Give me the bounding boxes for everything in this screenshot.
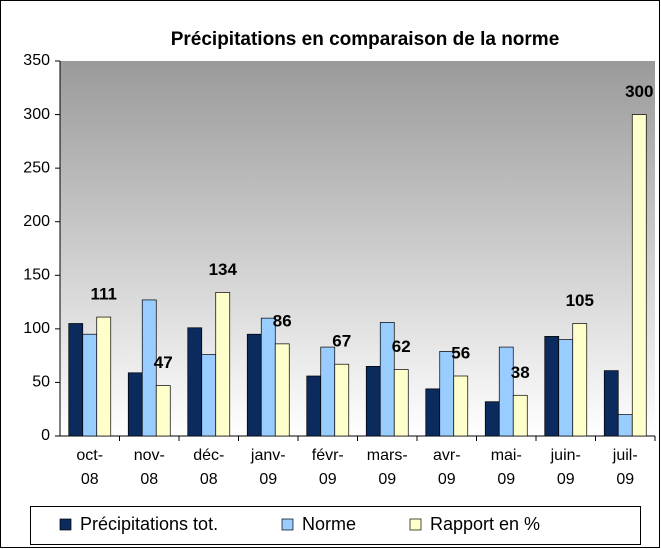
chart-title: Précipitations en comparaison de la norm…: [171, 29, 560, 50]
y-tick-label: 150: [23, 267, 50, 284]
y-tick-label: 100: [23, 320, 50, 337]
bar: [127, 372, 143, 437]
x-tick-label: juil-09: [612, 447, 638, 488]
legend-swatch: [59, 518, 72, 531]
bar: [246, 333, 262, 437]
x-tick-label: mars-09: [367, 447, 408, 488]
x-tick-label: avr-09: [433, 447, 461, 488]
x-tick-label: févr-09: [312, 447, 344, 488]
bar: [617, 414, 633, 437]
data-label: 67: [332, 332, 351, 351]
data-label: 56: [451, 343, 470, 362]
bar: [365, 366, 381, 437]
bar: [68, 323, 84, 437]
bar: [425, 388, 441, 437]
y-tick-label: 300: [23, 106, 50, 123]
x-tick-label: nov-08: [134, 447, 165, 488]
y-tick-label: 0: [41, 427, 50, 444]
data-label: 300: [625, 82, 653, 101]
y-tick-label: 350: [23, 52, 50, 69]
x-tick-label: oct-08: [76, 447, 103, 488]
legend-swatch: [281, 518, 294, 531]
bar: [141, 299, 157, 437]
bar: [260, 317, 276, 437]
bar: [439, 351, 455, 437]
bar: [484, 401, 500, 437]
x-tick-label: mai-09: [491, 447, 522, 488]
data-label: 105: [566, 291, 594, 310]
data-label: 86: [273, 311, 292, 330]
legend-swatch: [409, 518, 422, 531]
bar: [603, 370, 619, 437]
bar: [512, 394, 528, 437]
legend-box: [30, 506, 641, 545]
data-label: 47: [154, 353, 173, 372]
bar: [558, 339, 574, 437]
bar: [306, 375, 322, 437]
bar: [274, 343, 290, 437]
bar: [155, 385, 171, 437]
x-tick-label: déc-08: [193, 447, 224, 488]
legend-label: Précipitations tot.: [80, 514, 218, 534]
bar: [334, 363, 350, 437]
bar: [215, 292, 231, 437]
data-label: 111: [91, 285, 118, 304]
data-label: 62: [392, 337, 411, 356]
bar: [201, 354, 217, 437]
bar: [82, 333, 98, 437]
bar: [544, 336, 560, 437]
bar: [393, 369, 409, 437]
bar: [631, 114, 647, 437]
y-tick-label: 250: [23, 159, 50, 176]
bar: [498, 346, 514, 437]
x-tick-label: juin-09: [550, 447, 581, 488]
y-tick-label: 50: [32, 374, 50, 391]
x-tick-label: janv-09: [250, 447, 286, 488]
data-label: 134: [209, 260, 238, 279]
bar: [187, 327, 203, 437]
bar: [96, 316, 112, 437]
bar: [320, 346, 336, 437]
data-label: 38: [511, 363, 530, 382]
y-tick-label: 200: [23, 213, 50, 230]
bar: [572, 323, 588, 437]
legend-label: Rapport en %: [430, 514, 540, 534]
legend-label: Norme: [302, 514, 356, 534]
bar: [453, 375, 469, 437]
